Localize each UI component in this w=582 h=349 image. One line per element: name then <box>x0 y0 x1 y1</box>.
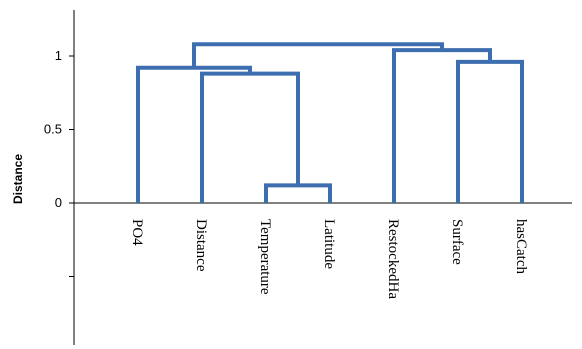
leaf-label: PO4 <box>129 219 145 246</box>
leaf-label: Surface <box>449 219 465 265</box>
leaf-label: Temperature <box>257 219 273 295</box>
leaf-label: RestockedHa <box>385 219 401 299</box>
dendrogram-link <box>192 42 444 68</box>
dendrogram-links <box>136 42 524 203</box>
y-tick-label: 0 <box>55 195 62 210</box>
dendrogram-link <box>136 65 252 203</box>
dendrogram-link <box>456 59 524 203</box>
y-tick-label: 1 <box>55 48 62 63</box>
y-axis-title: Distance <box>11 154 25 204</box>
leaf-label: hasCatch <box>513 219 529 274</box>
dendrogram-link <box>264 183 332 203</box>
leaf-label: Latitude <box>321 219 337 269</box>
leaf-label: Distance <box>193 219 209 272</box>
dendrogram-link <box>392 48 492 203</box>
leaf-labels: PO4 Distance Temperature Latitude RestockedH… <box>129 219 529 299</box>
y-tick-label: 0.5 <box>44 122 62 137</box>
axes: 10.50 <box>44 10 572 345</box>
